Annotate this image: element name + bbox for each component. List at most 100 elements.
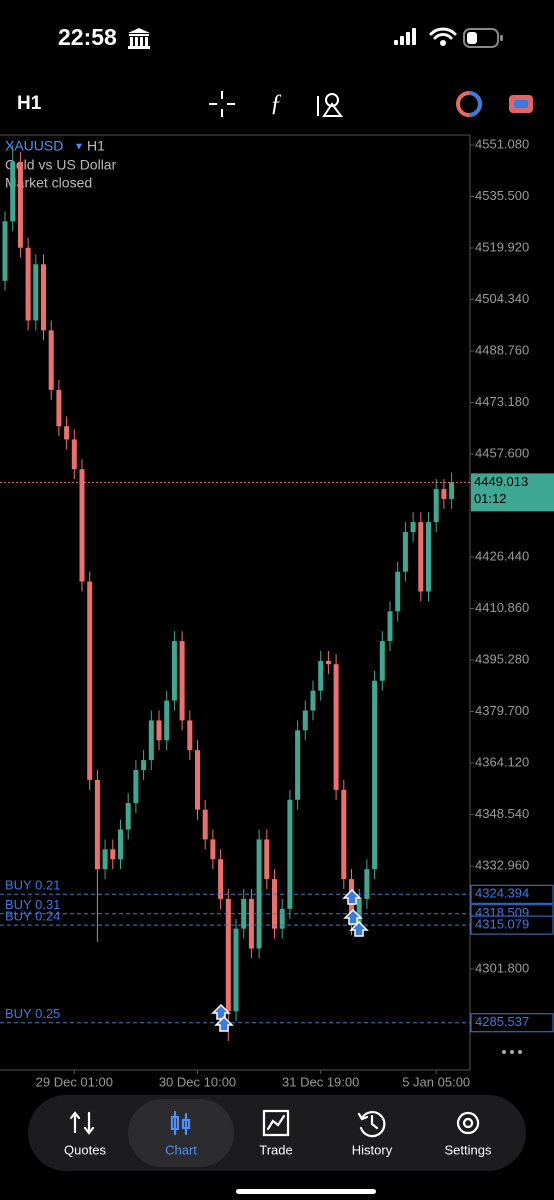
candle-body <box>441 489 447 499</box>
timeframe-label: H1 <box>87 138 105 154</box>
position-price-box <box>470 1013 554 1033</box>
entry-arrow <box>349 920 369 937</box>
nav-icon[interactable] <box>170 1110 191 1136</box>
indicators-button[interactable]: ƒ <box>270 91 282 117</box>
candle-body <box>25 247 31 321</box>
bank-icon <box>128 28 150 49</box>
nav-label[interactable]: History <box>352 1142 393 1157</box>
candle-body <box>41 264 46 331</box>
candle-body <box>418 522 424 592</box>
position-price-box <box>470 884 554 904</box>
y-tick-label: 4301.800 <box>475 960 529 975</box>
candle-body <box>218 859 224 899</box>
candle-body <box>33 264 39 321</box>
market-status: Market closed <box>5 175 92 191</box>
candle-body <box>433 489 439 523</box>
candle-body <box>272 879 277 929</box>
entry-arrow <box>343 908 363 925</box>
nav-label[interactable]: Chart <box>165 1142 197 1157</box>
candle-body <box>118 829 123 860</box>
y-tick-label: 4504.340 <box>475 291 529 306</box>
candle-body <box>171 641 177 701</box>
nav-label[interactable]: Quotes <box>64 1142 106 1157</box>
candle-body <box>341 789 347 880</box>
position-label: BUY 0.24 <box>5 909 60 924</box>
candle-body <box>179 641 185 721</box>
candle-body <box>318 660 324 691</box>
y-tick-label: 4488.760 <box>475 342 529 357</box>
candle-body <box>64 426 70 440</box>
nav-label[interactable]: Trade <box>259 1142 292 1157</box>
candle-body <box>426 522 431 592</box>
y-tick-label: 4379.700 <box>475 703 529 718</box>
y-tick-label: 4535.500 <box>475 188 529 203</box>
position-label: BUY 0.25 <box>5 1006 60 1021</box>
candle-body <box>364 869 370 899</box>
candle-body <box>195 750 200 810</box>
current-price-box <box>471 473 554 512</box>
nav-label[interactable]: Settings <box>445 1142 492 1157</box>
more-button[interactable] <box>502 1050 522 1054</box>
candle-body <box>164 700 170 741</box>
candle-body <box>156 720 162 741</box>
candle-body <box>449 482 455 499</box>
position-price: 4315.079 <box>475 917 529 932</box>
y-tick-label: 4426.440 <box>475 548 529 563</box>
nav-icon[interactable] <box>262 1109 290 1137</box>
position-label: BUY 0.31 <box>5 897 60 912</box>
x-tick-label: 30 Dec 10:00 <box>159 1074 236 1089</box>
candle-body <box>287 799 293 909</box>
nav-bar <box>28 1095 526 1171</box>
objects-button[interactable] <box>317 93 343 117</box>
entry-arrow <box>342 888 362 905</box>
symbol-dropdown[interactable]: ▼ <box>74 142 84 153</box>
candle-body <box>71 439 77 470</box>
candle-body <box>356 898 362 926</box>
y-tick-label: 4551.080 <box>475 136 529 151</box>
candle-body <box>87 581 93 780</box>
candle-body <box>202 809 208 840</box>
candle-body <box>102 849 108 870</box>
candle-body <box>333 664 339 790</box>
candle-body <box>110 849 116 860</box>
nav-icon[interactable] <box>456 1111 480 1135</box>
candle-body <box>295 730 301 800</box>
candle-body <box>302 710 308 731</box>
candle-body <box>17 161 23 248</box>
candle-body <box>402 532 408 572</box>
crosshair-button[interactable] <box>209 91 235 117</box>
candle-body <box>395 571 401 612</box>
current-price: 4449.013 <box>474 474 528 489</box>
trade-toggle[interactable] <box>456 91 482 117</box>
candle-body <box>2 221 8 281</box>
timeframe-button[interactable]: H1 <box>17 93 42 114</box>
candle-body <box>141 760 147 771</box>
candle-body <box>241 898 247 929</box>
chart <box>0 134 471 1071</box>
position-price: 4285.537 <box>475 1014 529 1029</box>
y-tick-label: 4395.280 <box>475 651 529 666</box>
candle-body <box>125 803 131 830</box>
nav-icon[interactable] <box>357 1111 386 1138</box>
candle-body <box>56 389 62 427</box>
candle-body <box>225 898 231 1012</box>
nav-items: Quotes Chart Trade History Settings <box>64 1099 492 1167</box>
candle-body <box>10 161 16 222</box>
x-tick-label: 31 Dec 19:00 <box>282 1074 359 1089</box>
y-tick-label: 4519.920 <box>475 239 529 254</box>
symbol-description: Gold vs US Dollar <box>5 157 117 173</box>
one-click-trading[interactable] <box>509 95 533 113</box>
nav-active-pill <box>128 1099 234 1167</box>
candle-body <box>279 908 285 929</box>
candle-body <box>325 660 331 665</box>
candle-body <box>133 770 139 804</box>
candle-body <box>387 611 393 642</box>
x-tick-label: 29 Dec 01:00 <box>36 1074 113 1089</box>
nav-icon[interactable] <box>69 1111 95 1135</box>
y-tick-label: 4332.960 <box>475 857 529 872</box>
candle-body <box>148 720 154 761</box>
y-tick-label: 4457.600 <box>475 445 529 460</box>
